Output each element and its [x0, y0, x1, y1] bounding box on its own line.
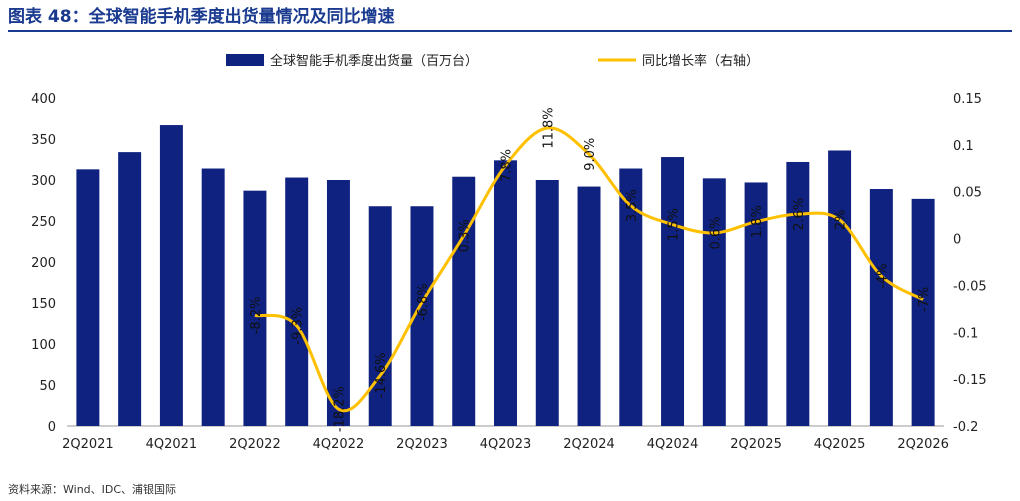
bar-shipment	[786, 161, 810, 426]
growth-data-label: 2.6%	[792, 198, 807, 231]
y-right-tick-label: 0.15	[953, 92, 982, 107]
y-right-tick-label: -0.1	[953, 326, 978, 341]
y-right-tick-label: -0.05	[953, 279, 987, 294]
source-note: 资料来源：Wind、IDC、浦银国际	[8, 483, 177, 496]
bar-shipment	[118, 152, 142, 426]
y-left-tick-label: 50	[39, 379, 56, 394]
bar-shipment	[535, 180, 559, 426]
legend: 全球智能手机季度出货量（百万台） 同比增长率（右轴）	[226, 53, 759, 69]
growth-data-label: -7%	[917, 287, 932, 312]
x-tick-label: 4Q2022	[313, 437, 365, 452]
y-left-tick-label: 400	[31, 92, 56, 107]
bar-shipment	[744, 182, 768, 426]
bar-shipment	[159, 125, 183, 426]
bar-shipment	[828, 150, 852, 427]
x-tick-label: 4Q2025	[814, 437, 866, 452]
y-right-tick-label: 0.1	[953, 139, 974, 154]
growth-data-label: 1.5%	[667, 208, 682, 241]
bar-shipment	[869, 189, 893, 426]
bar-shipment	[911, 198, 935, 426]
x-tick-label: 4Q2021	[146, 437, 198, 452]
x-tick-label: 2Q2022	[229, 437, 281, 452]
y-right-tick-label: 0.05	[953, 186, 982, 201]
bar-shipment	[661, 157, 685, 427]
bar-shipment	[702, 178, 726, 426]
x-tick-label: 2Q2024	[563, 437, 615, 452]
growth-rate-line	[254, 126, 924, 413]
y-left-tick-label: 300	[31, 174, 56, 189]
y-left-tick-label: 200	[31, 256, 56, 271]
bar-shipment	[326, 180, 350, 426]
growth-data-label: 9.0%	[583, 138, 598, 171]
x-tick-label: 2Q2026	[897, 437, 949, 452]
bar-shipment	[368, 206, 392, 426]
growth-data-label: 0.3%	[458, 219, 473, 252]
y-right-tick-label: -0.2	[953, 420, 978, 435]
x-tick-label: 2Q2025	[730, 437, 782, 452]
bar-shipment	[494, 160, 517, 426]
growth-data-label: -18.2%	[332, 386, 347, 432]
y-left-tick-label: 150	[31, 297, 56, 312]
growth-data-label: -6.8%	[416, 283, 431, 321]
x-tick-label: 4Q2023	[480, 437, 532, 452]
legend-bar-label: 全球智能手机季度出货量（百万台）	[270, 53, 478, 69]
x-tick-label: 4Q2024	[647, 437, 699, 452]
x-tick-label: 2Q2023	[396, 437, 448, 452]
growth-data-label: -14.6%	[374, 352, 389, 398]
y-right-tick-label: 0	[953, 233, 961, 248]
y-left-tick-label: 250	[31, 215, 56, 230]
growth-data-label: 2%	[834, 210, 849, 231]
y-left-tick-label: 350	[31, 133, 56, 148]
legend-line-label: 同比增长率（右轴）	[642, 53, 759, 69]
growth-data-label: 1.8%	[750, 205, 765, 238]
bar-shipment	[201, 168, 225, 426]
growth-data-label: -9.3%	[291, 307, 306, 345]
bar-shipment	[285, 177, 309, 426]
bar-shipment	[619, 168, 643, 426]
x-tick-label: 2Q2021	[62, 437, 114, 452]
bar-shipment	[243, 190, 267, 426]
growth-data-label: 7.8%	[500, 149, 515, 182]
bar-shipment	[577, 186, 601, 426]
growth-data-label: -4%	[875, 263, 890, 288]
bar-shipment	[452, 176, 476, 426]
bar-shipment	[76, 169, 100, 426]
growth-data-label: 0.6%	[708, 216, 723, 249]
growth-data-label: 3.5%	[625, 189, 640, 222]
y-left-tick-label: 0	[48, 420, 56, 435]
y-left-tick-label: 100	[31, 338, 56, 353]
title-divider	[8, 30, 1012, 32]
legend-bar-swatch	[226, 54, 264, 66]
growth-data-label: -8.2%	[249, 297, 264, 335]
bar-shipment	[410, 206, 434, 426]
figure-title: 图表 48：全球智能手机季度出货量情况及同比增速	[8, 7, 395, 27]
y-right-tick-label: -0.15	[953, 373, 987, 388]
growth-data-label: 11.8%	[541, 107, 556, 148]
